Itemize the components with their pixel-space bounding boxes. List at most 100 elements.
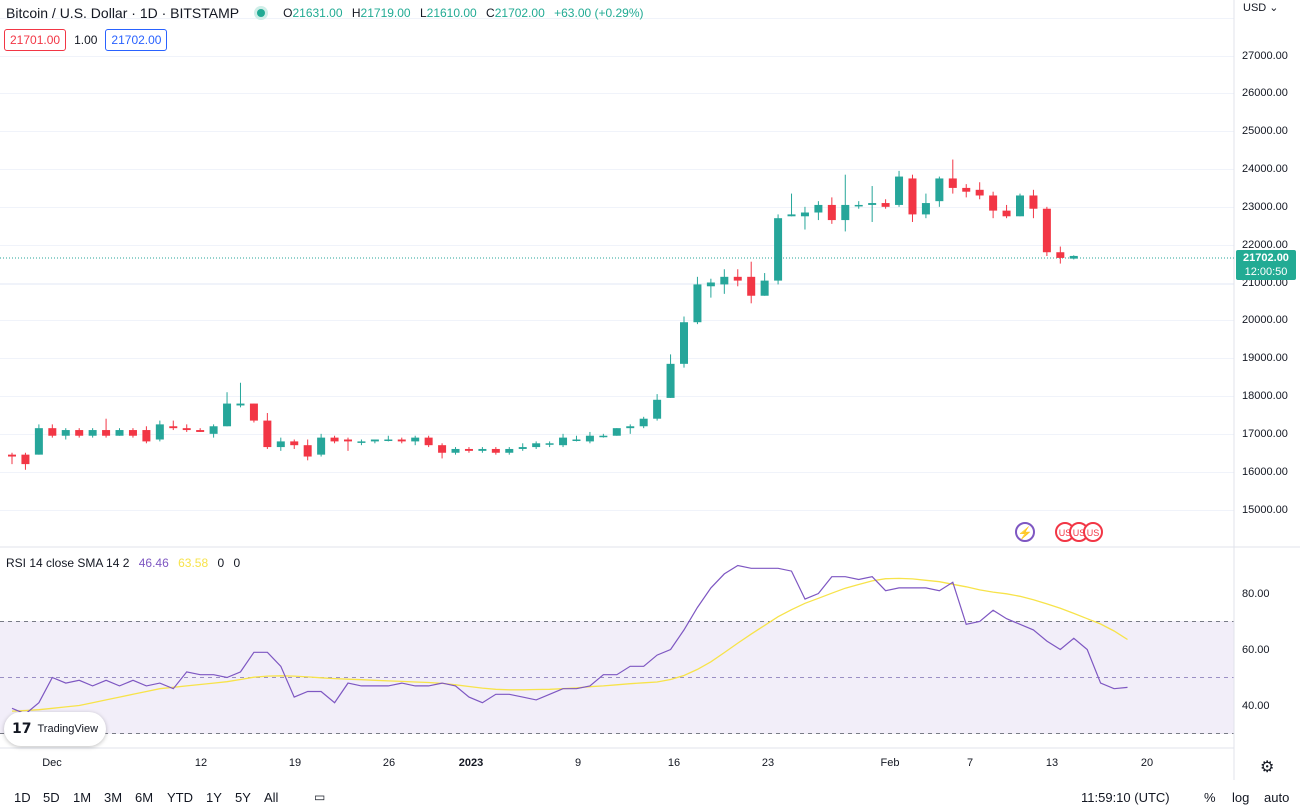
range-1d-button[interactable]: 1D bbox=[14, 790, 31, 805]
price-tick-label: 24000.00 bbox=[1242, 163, 1288, 175]
rsi-band-lines bbox=[0, 621, 1234, 734]
candle bbox=[706, 278, 715, 298]
range-5d-button[interactable]: 5D bbox=[43, 790, 60, 805]
sell-button[interactable]: 21701.00 bbox=[4, 29, 67, 51]
rsi-legend[interactable]: RSI 14 close SMA 14 2 46.46 63.58 0 0 bbox=[6, 556, 240, 570]
last-price-label: 21702.00 12:00:50 bbox=[1236, 250, 1296, 280]
price-tick-label: 17000.00 bbox=[1242, 427, 1288, 440]
candle-body bbox=[747, 276, 756, 296]
candle-body bbox=[827, 204, 836, 221]
candle bbox=[505, 447, 514, 455]
gear-icon[interactable]: ⚙ bbox=[1260, 759, 1275, 776]
candle-body bbox=[814, 204, 823, 213]
candle-body bbox=[478, 448, 487, 451]
candle-body bbox=[182, 428, 191, 431]
range-5y-button[interactable]: 5Y bbox=[235, 790, 251, 805]
candle bbox=[102, 418, 111, 438]
candle bbox=[236, 382, 245, 408]
candle bbox=[48, 424, 57, 438]
candle-body bbox=[666, 363, 675, 398]
percent-toggle[interactable]: % bbox=[1204, 790, 1216, 805]
candle-body bbox=[639, 418, 648, 427]
candle-body bbox=[1069, 255, 1078, 259]
candle bbox=[88, 428, 97, 438]
auto-toggle[interactable]: auto bbox=[1264, 790, 1290, 805]
candle bbox=[155, 420, 164, 442]
candle bbox=[518, 443, 527, 451]
candle bbox=[720, 269, 729, 294]
range-3m-button[interactable]: 3M bbox=[104, 790, 123, 805]
candle-body bbox=[800, 212, 809, 217]
candle bbox=[21, 452, 30, 470]
candle-body bbox=[48, 428, 57, 436]
candle bbox=[747, 261, 756, 304]
flash-event-icon[interactable]: ⚡ bbox=[1015, 522, 1035, 542]
candle bbox=[276, 437, 285, 451]
buy-button[interactable]: 21702.00 bbox=[105, 29, 168, 51]
candle-body bbox=[693, 284, 702, 323]
candle bbox=[370, 439, 379, 444]
range-ytd-button[interactable]: YTD bbox=[167, 790, 193, 805]
symbol-title[interactable]: Bitcoin / U.S. Dollar · 1D · BITSTAMP bbox=[6, 5, 240, 21]
candlestick-series[interactable] bbox=[8, 159, 1078, 470]
time-tick-label: Feb bbox=[880, 757, 900, 769]
price-tick-label: 23000.00 bbox=[1242, 200, 1288, 213]
candle bbox=[357, 439, 366, 446]
log-toggle[interactable]: log bbox=[1232, 790, 1250, 805]
candle-body bbox=[545, 443, 554, 445]
candle bbox=[841, 174, 850, 232]
candle bbox=[612, 428, 621, 436]
ohlc-values: O21631.00 H21719.00 L21610.00 C21702.00 … bbox=[283, 6, 643, 20]
high-value: 21719.00 bbox=[360, 6, 411, 20]
candle-body bbox=[8, 454, 16, 457]
candle-body bbox=[962, 187, 971, 192]
candle-body bbox=[895, 176, 904, 205]
candle-body bbox=[706, 282, 715, 287]
candle bbox=[935, 176, 944, 207]
bar-countdown: 12:00:50 bbox=[1244, 266, 1288, 278]
candle bbox=[263, 413, 272, 449]
candle bbox=[1002, 204, 1011, 219]
candle-body bbox=[115, 430, 124, 436]
utc-clock[interactable]: 11:59:10 (UTC) bbox=[1081, 790, 1170, 805]
range-1m-button[interactable]: 1M bbox=[73, 790, 92, 805]
candle-body bbox=[411, 437, 420, 442]
candle-body bbox=[34, 428, 43, 455]
range-6m-button[interactable]: 6M bbox=[135, 790, 154, 805]
range-1y-button[interactable]: 1Y bbox=[206, 790, 222, 805]
candle bbox=[196, 428, 205, 432]
range-all-button[interactable]: All bbox=[264, 790, 279, 805]
candle bbox=[760, 273, 769, 296]
candle-body bbox=[155, 424, 164, 440]
candle bbox=[653, 394, 662, 421]
price-tick-label: 26000.00 bbox=[1242, 87, 1288, 100]
tradingview-logo[interactable]: 17 TradingView bbox=[4, 712, 107, 746]
candle-body bbox=[330, 437, 339, 442]
grid bbox=[0, 18, 1234, 511]
candle-body bbox=[720, 276, 729, 285]
candle bbox=[814, 201, 823, 221]
candle bbox=[572, 435, 581, 442]
calendar-icon[interactable]: ▭ bbox=[314, 790, 326, 804]
rsi-series[interactable] bbox=[11, 564, 1128, 715]
candle bbox=[478, 447, 487, 453]
us-flag-event-icon[interactable]: US bbox=[1083, 522, 1103, 542]
candle bbox=[223, 392, 232, 427]
close-value: 21702.00 bbox=[494, 6, 545, 20]
candle-body bbox=[599, 435, 608, 438]
time-tick-label: 7 bbox=[966, 757, 974, 769]
candle-body bbox=[989, 195, 998, 211]
candle-body bbox=[935, 178, 944, 202]
candle bbox=[626, 424, 635, 434]
candle bbox=[451, 447, 460, 455]
currency-selector[interactable]: USD ⌄ bbox=[1243, 1, 1279, 14]
candle-body bbox=[653, 399, 662, 419]
candle bbox=[989, 191, 998, 219]
candle-body bbox=[276, 441, 285, 448]
candle-body bbox=[1056, 252, 1065, 258]
candle-body bbox=[236, 403, 245, 406]
candle-body bbox=[88, 430, 97, 436]
market-status-dot-icon[interactable] bbox=[257, 9, 266, 17]
low-value: 21610.00 bbox=[426, 6, 477, 20]
